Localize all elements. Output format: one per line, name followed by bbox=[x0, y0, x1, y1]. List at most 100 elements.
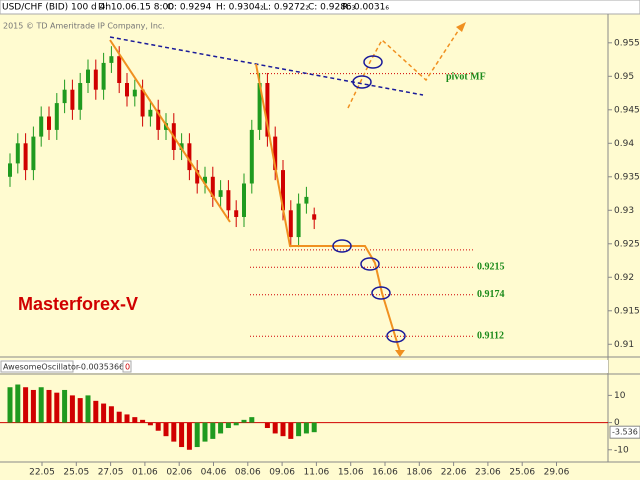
candle-body bbox=[70, 89, 75, 110]
candle-body bbox=[249, 129, 254, 184]
bar bbox=[54, 392, 60, 423]
candle-body bbox=[312, 214, 317, 220]
level-label: 0.9174 bbox=[477, 289, 505, 300]
candle-body bbox=[195, 170, 200, 184]
candle-body bbox=[93, 69, 98, 90]
candle-body bbox=[234, 210, 239, 217]
x-tick-label: 29.06 bbox=[544, 468, 570, 478]
bar bbox=[202, 422, 208, 442]
x-tick-label: 01.06 bbox=[132, 468, 158, 478]
analysis-drawing bbox=[109, 22, 466, 357]
symbol: USD/CHF (BID) 100 d 4h bbox=[2, 3, 111, 13]
bar bbox=[93, 400, 99, 423]
y-tick-label: 0.91 bbox=[614, 340, 634, 350]
y-tick-label: 0.925 bbox=[614, 239, 640, 249]
value-tag-bg bbox=[609, 425, 640, 439]
candle-body bbox=[15, 143, 20, 164]
candle-body bbox=[109, 56, 114, 63]
watermark: Masterforex-V bbox=[18, 294, 138, 314]
bar bbox=[311, 422, 317, 433]
candle-body bbox=[288, 210, 293, 238]
candle-body bbox=[257, 83, 262, 130]
y-tick-label: 0 bbox=[614, 418, 620, 428]
bar bbox=[62, 389, 68, 423]
osc-name-box bbox=[0, 360, 74, 373]
candle-body bbox=[273, 136, 278, 171]
bar bbox=[210, 422, 216, 439]
pivot-label: pivot MF bbox=[446, 71, 486, 82]
bar bbox=[249, 417, 255, 423]
x-tick-label: 23.06 bbox=[475, 468, 501, 478]
candle-body bbox=[179, 143, 184, 150]
level-label: 0.9112 bbox=[477, 331, 504, 342]
bar bbox=[155, 422, 161, 431]
candle-body bbox=[39, 116, 44, 137]
osc-name: AwesomeOscillator bbox=[3, 363, 80, 372]
candle-body bbox=[125, 83, 129, 97]
x-tick-label: 11.06 bbox=[304, 468, 330, 478]
bar bbox=[303, 422, 309, 434]
bar bbox=[233, 422, 239, 426]
y-tick-label: 10 bbox=[614, 391, 626, 401]
candle-body bbox=[62, 89, 67, 104]
bar bbox=[23, 387, 29, 423]
y-tick-label: -10 bbox=[614, 445, 629, 455]
candle-body bbox=[210, 176, 215, 197]
bar bbox=[85, 395, 91, 423]
candle-body bbox=[78, 83, 83, 110]
candle-body bbox=[31, 136, 36, 171]
bar bbox=[280, 422, 286, 437]
value-tag: -3.536 bbox=[612, 428, 638, 437]
candle-body bbox=[86, 69, 90, 84]
y-tick-label: 0.945 bbox=[614, 105, 640, 115]
candle-body bbox=[54, 103, 59, 130]
bar bbox=[241, 419, 247, 423]
osc-param: 0 bbox=[125, 363, 130, 372]
candle-body bbox=[8, 163, 12, 177]
x-tick-label: 22.06 bbox=[441, 468, 467, 478]
bar bbox=[288, 422, 294, 439]
bar bbox=[7, 387, 13, 423]
candle-body bbox=[203, 176, 207, 184]
candle-body bbox=[187, 143, 192, 171]
bar bbox=[38, 387, 44, 423]
y-tick-label: 0.915 bbox=[614, 306, 640, 316]
candle-body bbox=[140, 89, 145, 117]
x-tick-label: 04.06 bbox=[201, 468, 227, 478]
bar bbox=[124, 414, 130, 423]
candle-body bbox=[218, 190, 223, 197]
x-tick-label: 25.05 bbox=[63, 468, 89, 478]
date: D: 10.06.15 8:00 bbox=[98, 3, 174, 13]
bar bbox=[140, 419, 146, 423]
y-tick-label: 0.92 bbox=[614, 273, 634, 283]
y-tick-label: 0.93 bbox=[614, 206, 634, 216]
bar bbox=[46, 389, 52, 423]
level-label: 0.9215 bbox=[477, 262, 505, 273]
candle-body bbox=[47, 116, 51, 130]
x-tick-label: 16.06 bbox=[372, 468, 398, 478]
osc-param-box bbox=[122, 360, 132, 373]
x-tick-label: 08.06 bbox=[235, 468, 261, 478]
y-tick-label: 0.935 bbox=[614, 172, 640, 182]
candle-body bbox=[304, 196, 309, 204]
high: H: 0.9304₂ bbox=[216, 3, 264, 13]
y-tick-label: 0.94 bbox=[614, 139, 634, 149]
x-tick-label: 27.05 bbox=[98, 468, 124, 478]
bar bbox=[116, 411, 122, 423]
candle-body bbox=[296, 203, 301, 238]
bar bbox=[179, 422, 185, 448]
bar bbox=[101, 403, 107, 423]
bar bbox=[69, 395, 75, 423]
y-tick-label: 0.955 bbox=[614, 38, 640, 48]
copyright: 2015 © TD Ameritrade IP Company, Inc. bbox=[3, 22, 165, 31]
osc-header-bg bbox=[0, 360, 608, 373]
bar bbox=[163, 422, 169, 437]
candle-body bbox=[23, 143, 28, 171]
bar bbox=[108, 406, 114, 423]
x-tick-label: 02.06 bbox=[166, 468, 192, 478]
bar bbox=[272, 422, 278, 434]
bar bbox=[77, 398, 83, 423]
candle-body bbox=[101, 62, 106, 90]
